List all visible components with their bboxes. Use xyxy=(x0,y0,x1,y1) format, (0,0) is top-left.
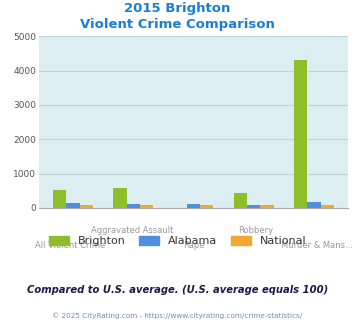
Bar xyxy=(127,204,140,208)
Bar xyxy=(200,205,213,208)
Bar xyxy=(80,205,93,208)
Text: All Violent Crime: All Violent Crime xyxy=(35,241,105,250)
Bar xyxy=(113,188,127,208)
Bar xyxy=(234,193,247,208)
Bar xyxy=(53,190,66,208)
Bar xyxy=(187,204,200,208)
Text: Murder & Mans...: Murder & Mans... xyxy=(281,241,353,250)
Text: © 2025 CityRating.com - https://www.cityrating.com/crime-statistics/: © 2025 CityRating.com - https://www.city… xyxy=(53,312,302,318)
Legend: Brighton, Alabama, National: Brighton, Alabama, National xyxy=(43,230,312,252)
Text: Robbery: Robbery xyxy=(238,226,273,235)
Text: Violent Crime Comparison: Violent Crime Comparison xyxy=(80,18,275,31)
Text: Rape: Rape xyxy=(183,241,204,250)
Bar xyxy=(247,205,260,208)
Bar xyxy=(321,205,334,208)
Bar xyxy=(140,205,153,208)
Text: 2015 Brighton: 2015 Brighton xyxy=(124,2,231,15)
Bar xyxy=(260,205,274,208)
Bar xyxy=(307,202,321,208)
Bar xyxy=(294,60,307,208)
Text: Compared to U.S. average. (U.S. average equals 100): Compared to U.S. average. (U.S. average … xyxy=(27,285,328,295)
Bar xyxy=(66,203,80,208)
Text: Aggravated Assault: Aggravated Assault xyxy=(91,226,173,235)
